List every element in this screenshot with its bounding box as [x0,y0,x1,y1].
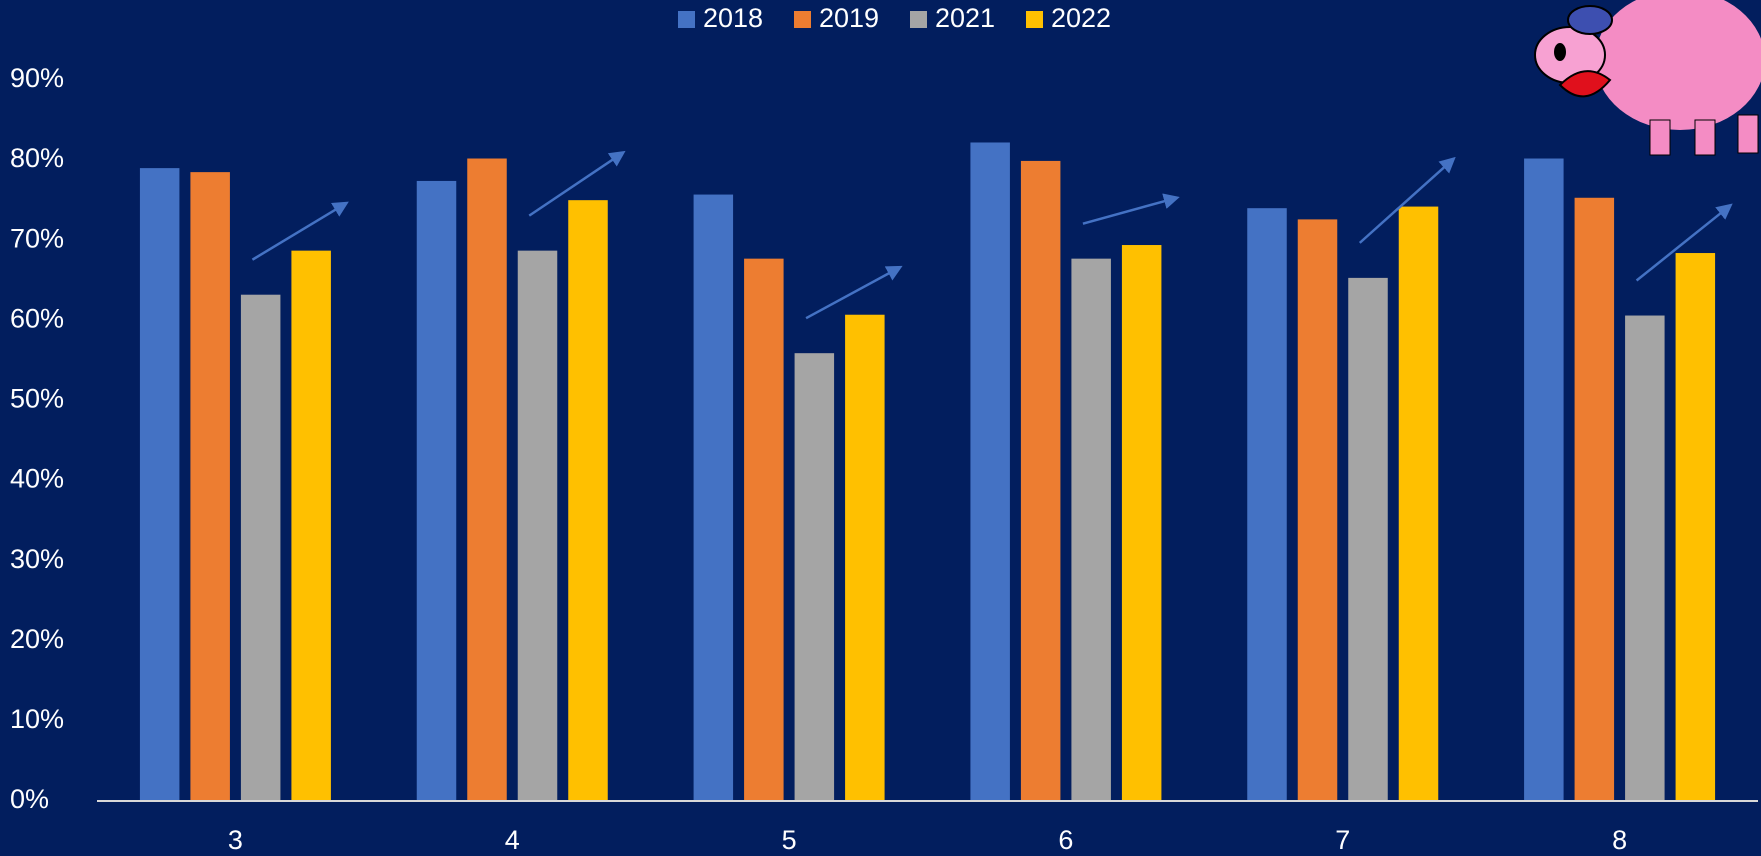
bar [517,250,558,802]
bar [1574,197,1615,802]
legend-label: 2022 [1051,3,1111,33]
bar [845,314,885,801]
x-tick-label: 4 [505,825,520,855]
bar [139,168,180,802]
y-tick-label: 80% [10,143,64,173]
legend-label: 2018 [703,3,763,33]
bar [1297,219,1338,802]
bar [970,142,1010,801]
bar [744,258,784,801]
x-tick-label: 6 [1058,825,1073,855]
bar [1121,245,1162,802]
bar [416,180,457,801]
bar [794,353,835,801]
bar [1524,158,1564,801]
legend-swatch [1026,11,1043,28]
bar [291,250,331,802]
bar [1348,277,1388,801]
y-tick-label: 20% [10,624,64,654]
y-tick-label: 0% [10,784,49,814]
trend-arrow [251,201,349,261]
trend-arrow [528,150,626,217]
y-tick-label: 70% [10,223,64,253]
bar [1625,315,1665,801]
y-tick-label: 50% [10,384,64,414]
y-tick-label: 30% [10,544,64,574]
y-tick-label: 10% [10,704,64,734]
bar [1398,206,1439,801]
legend-swatch [910,11,927,28]
bar [693,194,734,801]
trend-arrow [1635,203,1733,282]
x-tick-label: 7 [1335,825,1350,855]
trend-arrow [1358,156,1456,244]
bar [1247,208,1287,801]
x-tick-label: 5 [782,825,797,855]
bar [1071,258,1111,801]
y-tick-label: 40% [10,464,64,494]
bar [568,200,608,801]
bar [240,294,281,801]
bar [190,172,230,801]
bar [1675,253,1716,802]
bar [1020,160,1061,801]
y-tick-label: 60% [10,303,64,333]
y-tick-label: 90% [10,63,64,93]
legend-label: 2021 [935,3,995,33]
legend-swatch [678,11,695,28]
pig-illustration [1534,0,1761,156]
x-tick-label: 8 [1612,825,1627,855]
legend-swatch [794,11,811,28]
trend-arrow [805,265,903,320]
trend-arrow [1082,193,1180,225]
legend-label: 2019 [819,3,879,33]
bar [467,158,507,801]
x-tick-label: 3 [228,825,243,855]
